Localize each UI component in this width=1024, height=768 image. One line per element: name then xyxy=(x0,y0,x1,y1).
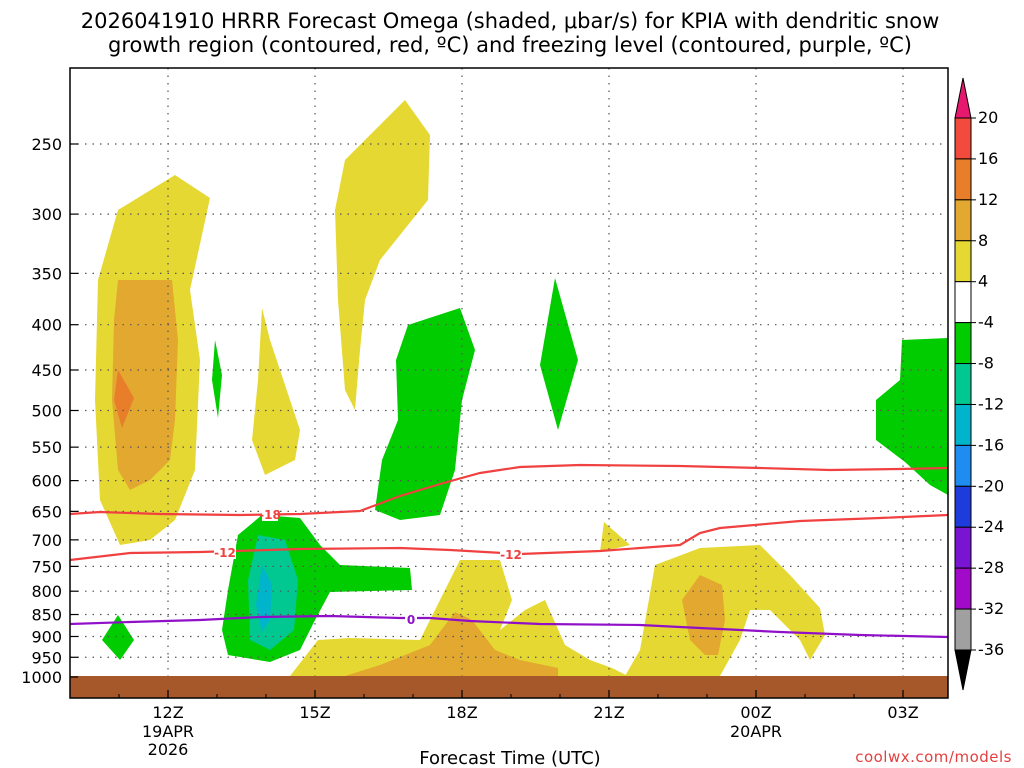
shade-green-17z xyxy=(375,308,475,520)
shade-orange-left xyxy=(114,370,134,428)
colorbar-segment xyxy=(954,117,972,160)
xtick-label-21Z: 21Z xyxy=(593,703,624,722)
y-axis: 250 300 350 400 450 500 550 600 650 700 750 800 850 9… xyxy=(21,135,78,687)
shade-yellow-lower-right xyxy=(625,545,825,676)
watermark: coolwx.com/models xyxy=(855,748,1012,766)
contour-label-minus18: -18 xyxy=(259,508,281,522)
colorbar-segment xyxy=(954,403,972,446)
colorbar-label: -16 xyxy=(978,435,1004,454)
omega-shading xyxy=(95,100,948,676)
colorbar-label: 4 xyxy=(978,272,988,291)
shade-yellow-14z xyxy=(252,308,300,475)
xtick-sublabel-20APR: 20APR xyxy=(730,722,782,741)
ytick-label-800: 800 xyxy=(31,582,62,601)
shade-cyan-lower xyxy=(256,565,272,632)
colorbar-label: -28 xyxy=(978,558,1004,577)
shade-green-19z xyxy=(540,278,578,430)
ytick-label-750: 750 xyxy=(31,557,62,576)
shade-yellow-upper xyxy=(335,100,430,410)
colorbar-segment xyxy=(954,158,972,201)
chart-title-line1: 2026041910 HRRR Forecast Omega (shaded, … xyxy=(81,9,940,33)
colorbar-segment xyxy=(954,444,972,487)
colorbar-label: 16 xyxy=(978,149,998,168)
shade-green-11z xyxy=(102,615,134,660)
shade-green-13z xyxy=(212,340,222,418)
ytick-label-400: 400 xyxy=(31,316,62,335)
ytick-label-600: 600 xyxy=(31,472,62,491)
colorbar-segment xyxy=(954,485,972,528)
xtick-label-18Z: 18Z xyxy=(446,703,477,722)
ytick-label-900: 900 xyxy=(31,627,62,646)
xtick-label-03Z: 03Z xyxy=(887,703,918,722)
ytick-label-350: 350 xyxy=(31,264,62,283)
chart-title-line2: growth region (contoured, red, ºC) and f… xyxy=(108,33,912,57)
colorbar-segment xyxy=(954,567,972,610)
colorbar-segment xyxy=(954,322,972,365)
colorbar-segment xyxy=(954,240,972,283)
colorbar-label: 8 xyxy=(978,231,988,250)
colorbar: 20 16 12 8 4 -4 -8 -12 -16 -20 -24 -28 -32 -36 xyxy=(954,77,1004,691)
plot-frame xyxy=(69,67,949,699)
colorbar-arrow-bottom xyxy=(954,649,972,691)
ytick-label-1000: 1000 xyxy=(21,668,62,687)
contour-group: -18 -12 -12 0 xyxy=(69,463,949,639)
colorbar-label: -36 xyxy=(978,640,1004,659)
xtick-label-00Z: 00Z xyxy=(740,703,771,722)
shade-gold-lower-mid xyxy=(345,612,558,676)
colorbar-label: -12 xyxy=(978,394,1004,413)
shade-gold-lower-right xyxy=(682,575,725,655)
x-axis-title: Forecast Time (UTC) xyxy=(419,748,600,768)
colorbar-label: -32 xyxy=(978,599,1004,618)
contour-label-minus12-b: -12 xyxy=(500,548,522,562)
colorbar-segment xyxy=(954,199,972,242)
xtick-sublabel-19APR: 19APR xyxy=(142,722,194,741)
colorbar-label: 20 xyxy=(978,108,998,127)
colorbar-label: -20 xyxy=(978,476,1004,495)
contour-label-minus12-a: -12 xyxy=(214,546,236,560)
colorbar-segment xyxy=(954,363,972,405)
ytick-label-650: 650 xyxy=(31,502,62,521)
shade-gold-left xyxy=(112,280,178,490)
contour-label-zero: 0 xyxy=(407,613,415,627)
ytick-label-550: 550 xyxy=(31,438,62,457)
ytick-label-450: 450 xyxy=(31,361,62,380)
colorbar-label: -8 xyxy=(978,354,994,373)
shade-green-right xyxy=(876,338,948,495)
colorbar-arrow-top xyxy=(954,77,972,119)
colorbar-label: -4 xyxy=(978,313,994,332)
colorbar-segment xyxy=(954,526,972,569)
colorbar-segment xyxy=(954,281,972,324)
colorbar-segment xyxy=(954,608,972,651)
ytick-label-950: 950 xyxy=(31,648,62,667)
contour-zero xyxy=(69,614,949,639)
ytick-label-850: 850 xyxy=(31,606,62,625)
xtick-sublabel-2026: 2026 xyxy=(148,740,189,759)
ytick-label-250: 250 xyxy=(31,135,62,154)
contour-minus18 xyxy=(69,463,949,517)
xtick-label-12Z: 12Z xyxy=(152,703,183,722)
ytick-label-500: 500 xyxy=(31,402,62,421)
vertical-gridlines xyxy=(167,68,904,698)
ytick-label-700: 700 xyxy=(31,531,62,550)
terrain-ground xyxy=(70,676,948,698)
colorbar-label: -24 xyxy=(978,517,1004,536)
xtick-label-15Z: 15Z xyxy=(299,703,330,722)
colorbar-label: 12 xyxy=(978,190,998,209)
shade-yellow-21z xyxy=(600,522,630,552)
ytick-label-300: 300 xyxy=(31,205,62,224)
